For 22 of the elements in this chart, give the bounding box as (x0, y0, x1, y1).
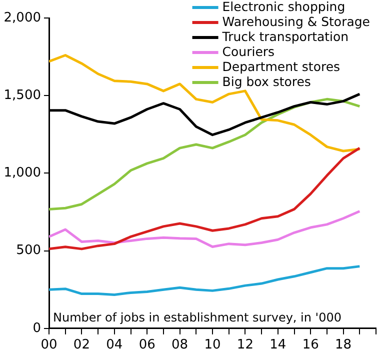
x-tick-label: 00 (40, 338, 58, 353)
x-tick-label: 02 (73, 338, 90, 353)
x-tick-label: 06 (138, 338, 156, 353)
x-tick-label: 14 (270, 338, 286, 353)
legend-label: Big box stores (222, 74, 311, 89)
x-tick-label: 08 (172, 338, 188, 353)
y-tick-label: 0 (32, 320, 41, 336)
legend-label: Couriers (222, 44, 275, 59)
x-tick-label: 10 (204, 338, 221, 353)
y-tick-label: 500 (16, 243, 41, 258)
x-tick-label: 18 (335, 338, 352, 353)
x-tick-label: 16 (302, 338, 319, 353)
x-tick-label: 04 (106, 338, 123, 353)
annotation: Number of jobs in establishment survey, in '000 (53, 310, 342, 325)
legend-label: Truck transportation (221, 28, 349, 44)
x-tick-label: 12 (236, 338, 254, 353)
legend-label: Electronic shopping (222, 0, 346, 14)
y-tick-label: 1,000 (4, 166, 41, 181)
y-tick-label: 2,000 (4, 10, 41, 26)
y-tick-label: 1,500 (4, 88, 41, 103)
legend-label: Warehousing & Storage (222, 14, 370, 29)
legend-label: Department stores (222, 58, 340, 74)
